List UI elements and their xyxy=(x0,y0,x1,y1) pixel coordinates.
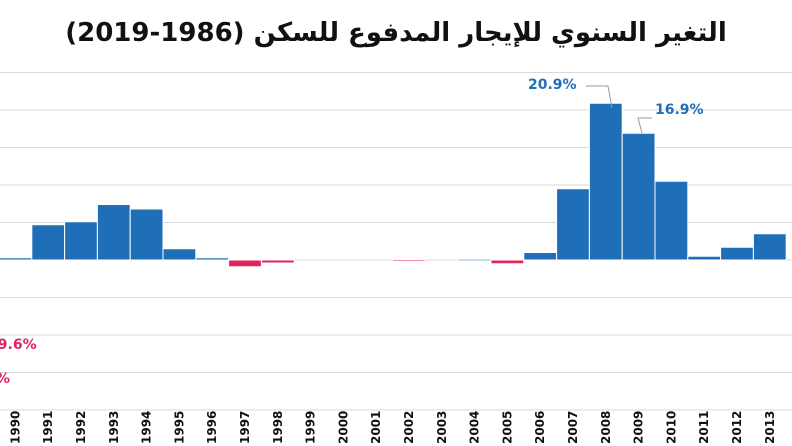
bar-2013 xyxy=(752,233,787,261)
bar-2007 xyxy=(556,188,590,261)
bar-1993 xyxy=(96,204,131,261)
data-label-2008: 20.9% xyxy=(528,77,577,93)
bar-2010 xyxy=(654,180,689,261)
x-tick-1991: 1991 xyxy=(41,411,55,444)
x-tick-1998: 1998 xyxy=(271,411,285,444)
bar-2009 xyxy=(621,132,656,261)
bar-2005 xyxy=(490,259,525,265)
data-label-2009: 16.9% xyxy=(655,102,704,118)
x-tick-1993: 1993 xyxy=(107,411,121,444)
leader-line xyxy=(586,85,613,109)
leader-line xyxy=(637,117,652,134)
x-tick-1999: 1999 xyxy=(304,411,318,444)
x-tick-2009: 2009 xyxy=(632,411,646,444)
chart-title: التغير السنوي للإيجار المدفوع للسكن (198… xyxy=(65,18,727,48)
x-tick-1995: 1995 xyxy=(172,411,186,444)
x-tick-2007: 2007 xyxy=(566,411,580,444)
x-tick-2012: 2012 xyxy=(730,411,744,444)
x-tick-2006: 2006 xyxy=(533,411,547,444)
x-tick-2008: 2008 xyxy=(599,411,613,444)
bar-1994 xyxy=(129,208,164,261)
x-tick-2011: 2011 xyxy=(697,411,711,444)
bar-1990 xyxy=(0,257,33,261)
data-label-1990: % xyxy=(0,371,10,387)
bar-1992 xyxy=(64,221,98,261)
bar-2008 xyxy=(588,102,623,261)
bar-2002 xyxy=(392,259,426,262)
x-tick-2002: 2002 xyxy=(402,411,416,444)
x-tick-1994: 1994 xyxy=(140,411,154,444)
x-tick-labels: 1990 1991 1992 1993 1994 1995 1996 1997 1998 1999… xyxy=(8,411,776,444)
bar-1997 xyxy=(228,259,262,268)
bar-1996 xyxy=(195,257,230,261)
x-tick-1997: 1997 xyxy=(238,411,252,444)
x-tick-2013: 2013 xyxy=(763,411,777,444)
x-tick-1996: 1996 xyxy=(205,411,219,444)
bar-1998 xyxy=(260,259,295,264)
x-tick-2000: 2000 xyxy=(336,411,350,444)
bar-2011 xyxy=(687,255,722,261)
data-label-1990: -9.6% xyxy=(0,337,37,353)
x-tick-1992: 1992 xyxy=(74,411,88,444)
x-tick-2004: 2004 xyxy=(468,411,482,444)
bar-2012 xyxy=(720,246,754,261)
bar-2006 xyxy=(523,252,558,261)
x-tick-2010: 2010 xyxy=(664,411,678,444)
bar-2004 xyxy=(457,258,492,262)
bars xyxy=(0,102,787,268)
x-tick-1990: 1990 xyxy=(8,411,22,444)
x-tick-2005: 2005 xyxy=(500,411,514,444)
bar-1995 xyxy=(162,248,197,261)
x-tick-2001: 2001 xyxy=(369,411,383,444)
data-labels: 20.9% 16.9% -9.6%% xyxy=(0,77,704,387)
x-tick-2003: 2003 xyxy=(435,411,449,444)
bar-1991 xyxy=(31,224,66,261)
